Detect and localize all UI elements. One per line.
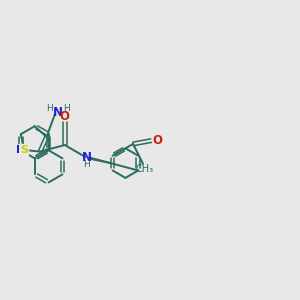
- Text: N: N: [81, 151, 92, 164]
- Text: O: O: [60, 110, 70, 123]
- Text: H: H: [83, 160, 90, 169]
- Text: O: O: [152, 134, 162, 147]
- Text: N: N: [16, 145, 26, 155]
- Text: H: H: [46, 103, 52, 112]
- Text: CH₃: CH₃: [136, 164, 154, 175]
- Text: S: S: [20, 145, 28, 155]
- Text: N: N: [53, 106, 63, 119]
- Text: H: H: [63, 103, 70, 112]
